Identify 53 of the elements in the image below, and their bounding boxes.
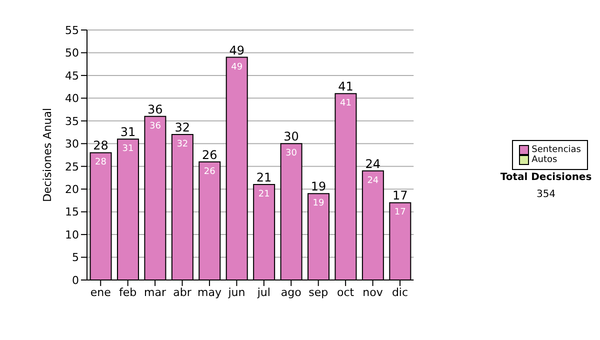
y-tick-label: 50 (65, 46, 79, 60)
data-label: 49 (231, 62, 243, 72)
y-tick-label: 20 (65, 182, 79, 196)
y-tick-label: 40 (65, 92, 79, 106)
data-label: 17 (394, 208, 406, 218)
data-label: 31 (122, 144, 134, 154)
total-label: 30 (284, 130, 299, 144)
legend-label: Sentencias (532, 145, 581, 155)
y-axis-title: Decisiones Anual (40, 108, 54, 202)
y-tick-label: 5 (72, 251, 79, 264)
y-tick-label: 55 (65, 24, 79, 37)
total-label: 24 (365, 156, 381, 171)
data-label: 19 (312, 198, 325, 209)
total-label: 17 (392, 188, 408, 203)
x-tick-label: ago (280, 286, 302, 299)
x-tick-label: feb (119, 286, 137, 299)
total-label: 26 (202, 148, 218, 162)
data-label: 32 (176, 140, 188, 150)
y-tick-label: 45 (65, 69, 79, 82)
x-tick-label: jul (256, 286, 270, 299)
total-label: 32 (174, 120, 190, 135)
data-label: 41 (340, 98, 352, 109)
y-tick-label: 30 (65, 138, 79, 151)
x-tick-label: may (197, 286, 222, 299)
text: Total Decisiones (499, 172, 593, 183)
x-tick-label: oct (337, 286, 355, 299)
total-label: 21 (256, 170, 272, 185)
data-label: 36 (149, 121, 162, 132)
total-label: 41 (338, 80, 354, 94)
y-tick-label: 0 (72, 274, 79, 287)
total-label: 49 (229, 43, 244, 58)
x-tick-label: dic (392, 286, 408, 299)
legend-label: Autos (532, 155, 558, 165)
x-tick-label: abr (173, 286, 192, 299)
y-tick-label: 35 (65, 114, 79, 128)
x-tick-label: sep (308, 286, 328, 299)
total-label: 31 (120, 125, 136, 140)
x-tick-label: mar (144, 286, 167, 299)
data-label: 30 (286, 148, 298, 159)
y-tick-label: 25 (65, 160, 79, 174)
data-label: 21 (258, 190, 270, 200)
total-label: 28 (93, 138, 108, 153)
x-tick-label: nov (362, 286, 384, 299)
data-label: 26 (204, 166, 216, 177)
y-tick-label: 15 (65, 206, 79, 219)
x-tick-label: jun (227, 286, 246, 299)
total-label: 19 (310, 180, 326, 194)
data-label: 28 (95, 158, 107, 168)
data-label: 24 (367, 176, 379, 186)
total-label: 36 (148, 102, 163, 116)
x-tick-label: ene (90, 286, 112, 299)
text: 354 (535, 189, 557, 200)
y-tick-label: 10 (65, 228, 79, 242)
